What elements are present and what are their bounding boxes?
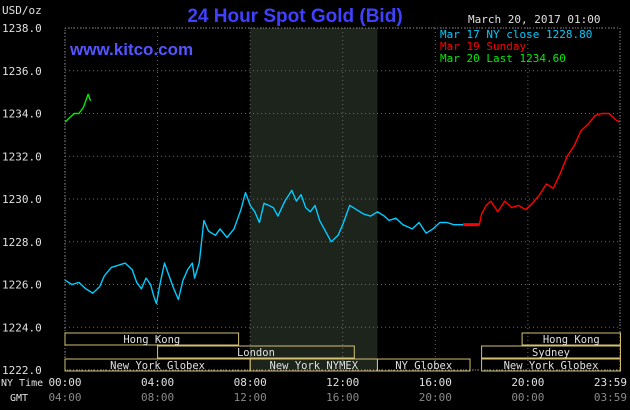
x-tick-label-gmt: 00:00	[511, 391, 544, 404]
market-session-bar: NY Globex	[376, 358, 471, 372]
x-axis-gmt-label: GMT	[10, 393, 28, 404]
series-last-line	[64, 93, 92, 123]
y-tick-label: 1228.0	[2, 236, 42, 249]
chart-title: 24 Hour Spot Gold (Bid)	[187, 6, 402, 27]
x-tick-label-gmt: 08:00	[141, 391, 174, 404]
x-tick-label-ny: 04:00	[141, 376, 174, 389]
x-tick-label-gmt: 04:00	[48, 391, 81, 404]
y-tick-label: 1226.0	[2, 279, 42, 292]
watermark: www.kitco.com	[69, 40, 193, 59]
legend-item-last: Mar 20 Last 1234.60	[440, 52, 566, 65]
market-session-label: New York Globex	[504, 360, 599, 372]
series-sunday-line	[463, 112, 621, 226]
y-axis-ticks: 1222.0 1224.0 1226.0 1228.0 1230.0 1232.0 1234…	[2, 22, 42, 377]
market-session-bar: London	[157, 345, 355, 359]
legend-item-ny-close: Mar 17 NY close 1228.80	[440, 28, 592, 41]
market-session-label: Hong Kong	[543, 334, 600, 346]
x-axis-ny-label: NY Time	[1, 378, 43, 389]
y-tick-label: 1222.0	[2, 364, 42, 377]
y-tick-label: 1234.0	[2, 108, 42, 121]
series-ny-close-line	[64, 189, 466, 305]
y-unit-label: USD/oz	[2, 4, 42, 17]
y-tick-label: 1224.0	[2, 321, 42, 334]
x-tick-label-gmt: 12:00	[234, 391, 267, 404]
market-session-label: NY Globex	[395, 360, 452, 372]
x-tick-label-gmt: 16:00	[326, 391, 359, 404]
market-session-label: Sydney	[532, 347, 570, 359]
y-tick-label: 1236.0	[2, 65, 42, 78]
x-axis-ticks: 00:00 04:00 04:00 08:00 08:00 12:00 12:00 16:00…	[48, 376, 627, 404]
x-tick-label-ny: 23:59	[594, 376, 627, 389]
legend: Mar 17 NY close 1228.80 Mar 19 Sunday Ma…	[440, 28, 592, 65]
market-session-label: Hong Kong	[123, 334, 180, 346]
y-tick-label: 1238.0	[2, 22, 42, 35]
x-tick-label-ny: 16:00	[419, 376, 452, 389]
vertical-grid	[64, 27, 621, 371]
x-tick-label-ny: 00:00	[48, 376, 81, 389]
market-session-label: New York Globex	[110, 360, 205, 372]
legend-item-sunday: Mar 19 Sunday	[440, 40, 526, 53]
y-tick-label: 1232.0	[2, 150, 42, 163]
x-tick-label-ny: 20:00	[511, 376, 544, 389]
market-session-label: New York NYMEX	[270, 360, 359, 372]
market-session-bar: Sydney	[481, 345, 621, 359]
market-sessions: Hong Kong London New York Globex New York N…	[64, 332, 621, 372]
x-tick-label-gmt: 03:59	[594, 391, 627, 404]
market-session-label: London	[237, 347, 275, 359]
y-tick-label: 1230.0	[2, 193, 42, 206]
x-tick-label-ny: 08:00	[234, 376, 267, 389]
market-session-bar: Hong Kong	[64, 332, 240, 346]
market-session-bar: Hong Kong	[521, 332, 621, 346]
x-tick-label-ny: 12:00	[326, 376, 359, 389]
series-layer	[64, 93, 621, 305]
x-tick-label-gmt: 20:00	[419, 391, 452, 404]
market-session-bar: New York Globex	[481, 358, 621, 372]
plot-frame	[64, 27, 621, 371]
chart-timestamp: March 20, 2017 01:00	[468, 13, 600, 26]
